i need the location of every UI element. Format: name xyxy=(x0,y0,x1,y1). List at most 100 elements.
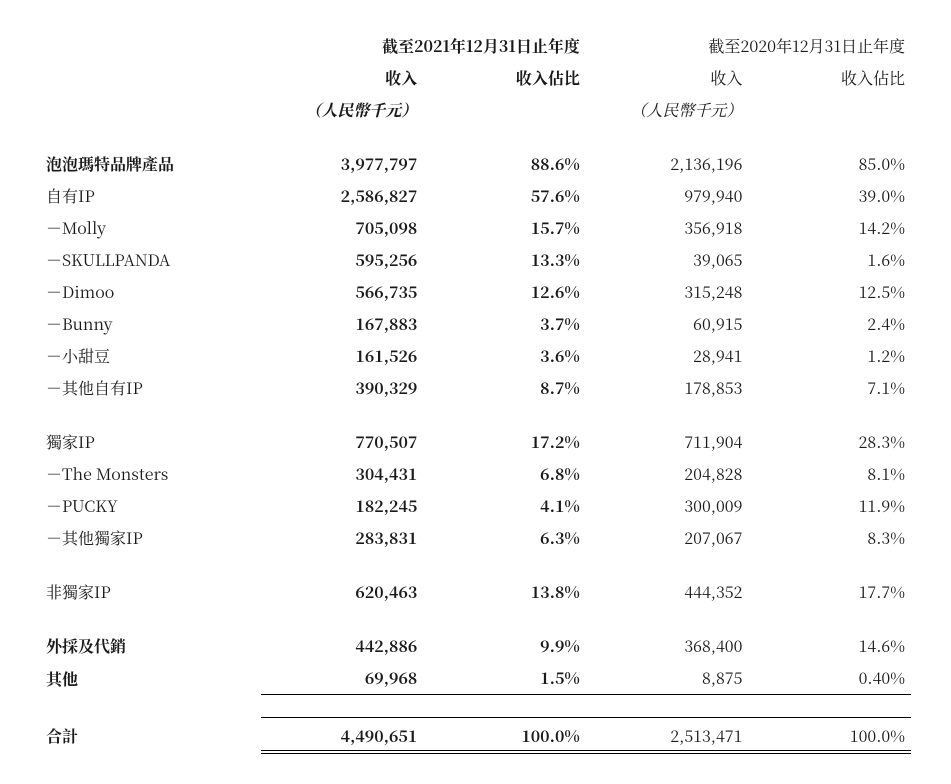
row-non-exclusive-ip: 非獨家IP 620,463 13.8% 444,352 17.7% xyxy=(40,576,911,608)
cell-rev21: 566,735 xyxy=(261,276,424,308)
cell-rev20: 711,904 xyxy=(586,426,749,458)
cell-label: 合計 xyxy=(40,718,261,753)
row-brand-products: 泡泡瑪特品牌產品 3,977,797 88.6% 2,136,196 85.0% xyxy=(40,148,911,180)
cell-rev20: 356,918 xyxy=(586,212,749,244)
cell-rev20: 28,941 xyxy=(586,340,749,372)
cell-rev20: 444,352 xyxy=(586,576,749,608)
cell-rev21: 304,431 xyxy=(261,458,424,490)
cell-pct20: 8.3% xyxy=(748,522,911,554)
cell-rev21: 161,526 xyxy=(261,340,424,372)
hdr-period-2021: 截至2021年12月31日止年度 xyxy=(261,30,586,62)
cell-pct21: 6.8% xyxy=(423,458,586,490)
cell-pct20: 1.2% xyxy=(748,340,911,372)
cell-pct21: 3.6% xyxy=(423,340,586,372)
hdr-unit-2020: （人民幣千元） xyxy=(586,94,749,126)
cell-pct20: 14.2% xyxy=(748,212,911,244)
cell-pct21: 13.3% xyxy=(423,244,586,276)
cell-rev20: 315,248 xyxy=(586,276,749,308)
row-procurement: 外採及代銷 442,886 9.9% 368,400 14.6% xyxy=(40,630,911,662)
hdr-rev-2021: 收入 xyxy=(261,62,424,94)
row-molly: －Molly 705,098 15.7% 356,918 14.2% xyxy=(40,212,911,244)
cell-label: －Dimoo xyxy=(40,276,261,308)
header-labels-row: 收入 收入佔比 收入 收入佔比 xyxy=(40,62,911,94)
cell-rev21: 442,886 xyxy=(261,630,424,662)
row-other: 其他 69,968 1.5% 8,875 0.40% xyxy=(40,662,911,695)
cell-rev21: 4,490,651 xyxy=(261,718,424,753)
row-bunny: －Bunny 167,883 3.7% 60,915 2.4% xyxy=(40,308,911,340)
cell-label: －SKULLPANDA xyxy=(40,244,261,276)
row-other-exclusive-ip: －其他獨家IP 283,831 6.3% 207,067 8.3% xyxy=(40,522,911,554)
cell-pct20: 2.4% xyxy=(748,308,911,340)
row-monsters: －The Monsters 304,431 6.8% 204,828 8.1% xyxy=(40,458,911,490)
cell-pct21: 8.7% xyxy=(423,372,586,404)
cell-rev20: 60,915 xyxy=(586,308,749,340)
cell-label: －The Monsters xyxy=(40,458,261,490)
hdr-unit-2021: （人民幣千元） xyxy=(261,94,424,126)
row-dimoo: －Dimoo 566,735 12.6% 315,248 12.5% xyxy=(40,276,911,308)
cell-rev20: 8,875 xyxy=(586,662,749,695)
cell-label: －小甜豆 xyxy=(40,340,261,372)
cell-pct21: 4.1% xyxy=(423,490,586,522)
cell-pct20: 39.0% xyxy=(748,180,911,212)
cell-pct20: 7.1% xyxy=(748,372,911,404)
cell-pct21: 100.0% xyxy=(423,718,586,753)
cell-pct20: 28.3% xyxy=(748,426,911,458)
cell-rev21: 167,883 xyxy=(261,308,424,340)
cell-pct21: 17.2% xyxy=(423,426,586,458)
cell-pct21: 3.7% xyxy=(423,308,586,340)
cell-pct20: 12.5% xyxy=(748,276,911,308)
cell-label: －其他獨家IP xyxy=(40,522,261,554)
cell-rev21: 770,507 xyxy=(261,426,424,458)
cell-pct20: 85.0% xyxy=(748,148,911,180)
cell-rev21: 390,329 xyxy=(261,372,424,404)
hdr-pct-2020: 收入佔比 xyxy=(748,62,911,94)
cell-rev21: 705,098 xyxy=(261,212,424,244)
revenue-table: 截至2021年12月31日止年度 截至2020年12月31日止年度 收入 收入佔… xyxy=(40,30,911,754)
cell-pct21: 57.6% xyxy=(423,180,586,212)
row-other-own-ip: －其他自有IP 390,329 8.7% 178,853 7.1% xyxy=(40,372,911,404)
cell-label: 非獨家IP xyxy=(40,576,261,608)
cell-pct21: 88.6% xyxy=(423,148,586,180)
row-total: 合計 4,490,651 100.0% 2,513,471 100.0% xyxy=(40,718,911,753)
cell-pct21: 12.6% xyxy=(423,276,586,308)
cell-pct21: 1.5% xyxy=(423,662,586,695)
cell-pct21: 15.7% xyxy=(423,212,586,244)
cell-label: 獨家IP xyxy=(40,426,261,458)
cell-pct20: 17.7% xyxy=(748,576,911,608)
cell-rev20: 2,136,196 xyxy=(586,148,749,180)
cell-rev20: 207,067 xyxy=(586,522,749,554)
cell-rev20: 2,513,471 xyxy=(586,718,749,753)
cell-label: 其他 xyxy=(40,662,261,695)
cell-rev21: 283,831 xyxy=(261,522,424,554)
cell-label: －Bunny xyxy=(40,308,261,340)
cell-pct20: 100.0% xyxy=(748,718,911,753)
row-exclusive-ip: 獨家IP 770,507 17.2% 711,904 28.3% xyxy=(40,426,911,458)
cell-rev20: 204,828 xyxy=(586,458,749,490)
cell-pct20: 11.9% xyxy=(748,490,911,522)
hdr-period-2020: 截至2020年12月31日止年度 xyxy=(586,30,911,62)
cell-pct20: 8.1% xyxy=(748,458,911,490)
header-period-row: 截至2021年12月31日止年度 截至2020年12月31日止年度 xyxy=(40,30,911,62)
cell-pct21: 9.9% xyxy=(423,630,586,662)
cell-label: 外採及代銷 xyxy=(40,630,261,662)
cell-pct20: 14.6% xyxy=(748,630,911,662)
row-pucky: －PUCKY 182,245 4.1% 300,009 11.9% xyxy=(40,490,911,522)
cell-label: 泡泡瑪特品牌產品 xyxy=(40,148,261,180)
cell-label: －Molly xyxy=(40,212,261,244)
cell-rev21: 595,256 xyxy=(261,244,424,276)
cell-pct21: 6.3% xyxy=(423,522,586,554)
cell-pct21: 13.8% xyxy=(423,576,586,608)
header-unit-row: （人民幣千元） （人民幣千元） xyxy=(40,94,911,126)
cell-rev20: 178,853 xyxy=(586,372,749,404)
row-skullpanda: －SKULLPANDA 595,256 13.3% 39,065 1.6% xyxy=(40,244,911,276)
cell-rev21: 3,977,797 xyxy=(261,148,424,180)
cell-rev20: 300,009 xyxy=(586,490,749,522)
cell-rev20: 368,400 xyxy=(586,630,749,662)
cell-rev21: 69,968 xyxy=(261,662,424,695)
cell-rev21: 182,245 xyxy=(261,490,424,522)
row-sweet-bean: －小甜豆 161,526 3.6% 28,941 1.2% xyxy=(40,340,911,372)
cell-label: 自有IP xyxy=(40,180,261,212)
cell-rev20: 979,940 xyxy=(586,180,749,212)
cell-rev21: 2,586,827 xyxy=(261,180,424,212)
cell-rev20: 39,065 xyxy=(586,244,749,276)
